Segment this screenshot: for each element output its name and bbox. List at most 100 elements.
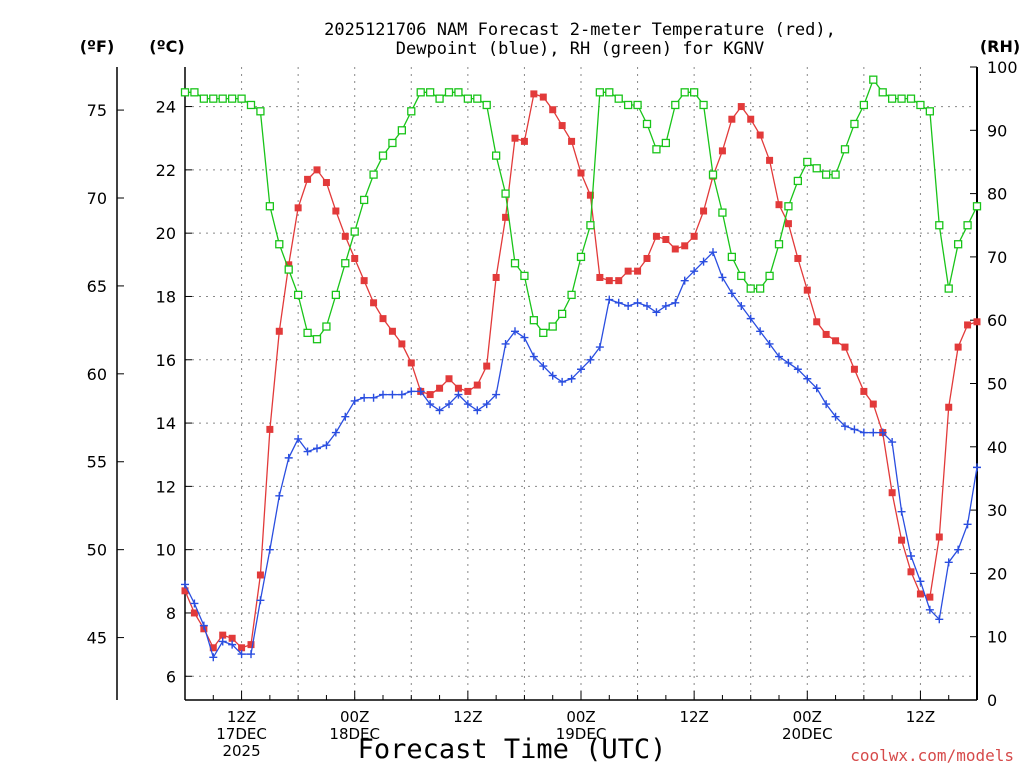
rh-point xyxy=(774,240,784,249)
rh-point xyxy=(614,94,623,103)
data-series xyxy=(180,75,982,662)
temperature-point xyxy=(643,254,651,262)
temperature-point xyxy=(341,232,349,240)
axes: 6 8 10 12 14 16 18 20 22 24 45 50 55 60 65 70 75 0 10 20 30 4… xyxy=(87,58,1018,760)
dewpoint-point xyxy=(501,339,510,348)
dewpoint-point xyxy=(756,327,765,336)
temperature-point xyxy=(907,568,915,576)
dewpoint-point xyxy=(925,605,934,614)
celsius-tick-label: 12 xyxy=(156,477,176,496)
rh-point xyxy=(454,88,463,97)
dewpoint-point xyxy=(331,428,340,437)
rh-point xyxy=(473,94,482,103)
temperature-point xyxy=(794,254,802,262)
temperature-point xyxy=(624,267,632,275)
temperature-point xyxy=(964,321,972,329)
dewpoint-point xyxy=(690,267,699,276)
dewpoint-point xyxy=(228,640,237,649)
temperature-point xyxy=(454,384,462,392)
dewpoint-point xyxy=(256,596,265,605)
temperature-point xyxy=(841,343,849,351)
temperature-point xyxy=(502,213,510,221)
dewpoint-point xyxy=(558,377,567,386)
rh-point xyxy=(850,119,859,129)
celsius-tick-label: 24 xyxy=(156,98,176,117)
fahrenheit-tick-label: 60 xyxy=(87,365,107,384)
rh-point xyxy=(284,265,293,274)
dewpoint-point xyxy=(605,295,614,304)
celsius-tick-label: 8 xyxy=(166,604,176,623)
rh-point xyxy=(727,252,737,262)
time-tick-label: 2025 xyxy=(222,742,260,760)
rh-point xyxy=(275,240,284,249)
rh-point xyxy=(859,100,869,110)
temperature-point xyxy=(181,587,189,595)
dewpoint-point xyxy=(595,343,604,352)
rh-point xyxy=(463,94,473,103)
rh-point xyxy=(755,284,765,293)
dewpoint-point xyxy=(680,276,689,285)
dewpoint-point xyxy=(181,580,189,589)
dewpoint-point xyxy=(511,327,519,336)
temperature-point xyxy=(398,340,406,348)
temperature-point xyxy=(275,327,283,335)
temperature-point xyxy=(322,179,330,187)
rh-point xyxy=(944,284,953,293)
rh-point xyxy=(303,328,312,338)
dewpoint-point xyxy=(218,637,227,646)
dewpoint-point xyxy=(973,463,981,472)
dewpoint-point xyxy=(445,400,453,409)
rh-point xyxy=(689,88,699,97)
rh-point xyxy=(312,335,322,344)
fahrenheit-tick-label: 55 xyxy=(87,453,107,472)
temperature-point xyxy=(728,115,736,123)
rh-point xyxy=(209,94,218,103)
dewpoint-point xyxy=(661,301,670,310)
rh-point xyxy=(746,284,755,293)
rh-tick-label: 100 xyxy=(987,58,1018,77)
rh-point xyxy=(520,271,529,281)
temperature-point xyxy=(822,330,830,338)
temperature-point xyxy=(304,175,312,183)
rh-tick-label: 10 xyxy=(987,628,1007,647)
dewpoint-point xyxy=(463,400,472,409)
temperature-point xyxy=(671,245,679,253)
dewpoint-point xyxy=(190,599,199,608)
dewpoint-point xyxy=(567,374,576,383)
time-tick-label: 12Z xyxy=(453,708,482,726)
temperature-point xyxy=(568,137,576,145)
rh-point xyxy=(595,88,605,97)
temperature-point xyxy=(586,191,594,199)
rh-point xyxy=(416,88,425,97)
temperature-point xyxy=(266,425,274,433)
rh-point xyxy=(501,189,510,198)
series-dewpoint xyxy=(181,248,981,662)
rh-point xyxy=(840,145,850,154)
temperature-point xyxy=(520,137,528,145)
x-axis-label: Forecast Time (UTC) xyxy=(358,734,667,765)
time-tick-label: 19DEC xyxy=(556,725,607,743)
temperature-point xyxy=(718,147,726,155)
rh-tick-label: 80 xyxy=(987,185,1007,204)
time-tick-label: 20DEC xyxy=(782,725,833,743)
dewpoint-point xyxy=(888,438,897,447)
rh-point xyxy=(661,138,671,148)
rh-point xyxy=(397,126,407,135)
dewpoint-point xyxy=(671,298,680,307)
dewpoint-point xyxy=(869,428,878,437)
temperature-point xyxy=(926,593,934,601)
rh-point xyxy=(623,100,633,110)
rh-point xyxy=(680,88,689,97)
fahrenheit-tick-label: 75 xyxy=(87,101,107,120)
rh-point xyxy=(671,100,680,110)
temperature-point xyxy=(407,359,415,367)
celsius-tick-label: 16 xyxy=(156,351,176,370)
rh-point xyxy=(256,107,265,116)
rh-point xyxy=(972,202,982,211)
temperature-point xyxy=(860,387,868,395)
dewpoint-point xyxy=(633,298,642,307)
rh-point xyxy=(407,107,416,116)
dewpoint-point xyxy=(850,425,859,434)
rh-tick-label: 20 xyxy=(987,564,1007,583)
temperature-point xyxy=(351,254,359,262)
